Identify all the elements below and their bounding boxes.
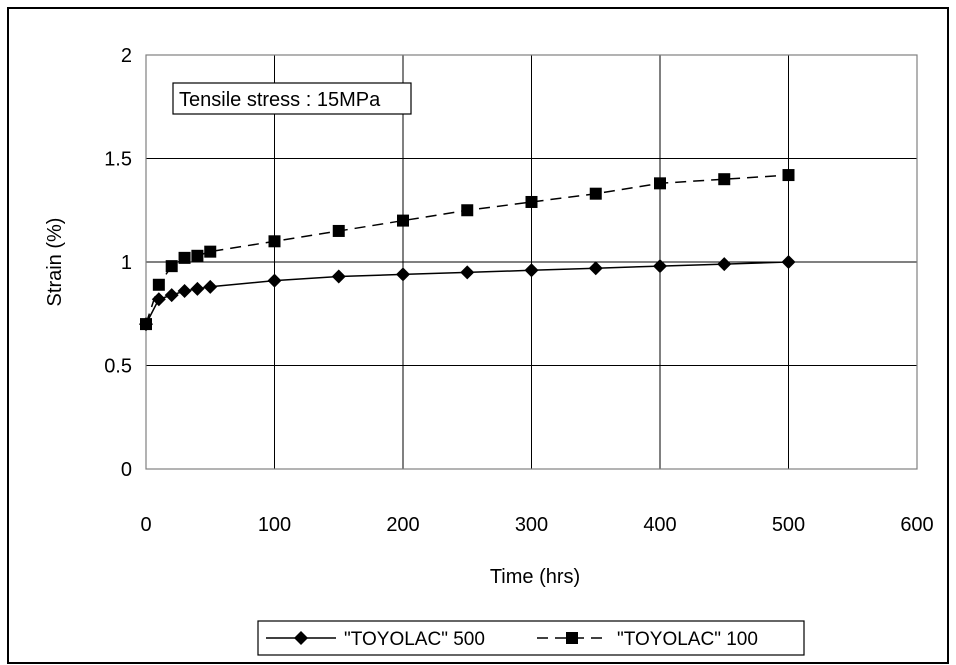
data-point-diamond: [151, 292, 166, 307]
data-point-diamond: [460, 265, 475, 280]
legend: "TOYOLAC" 500 "TOYOLAC" 100: [257, 620, 805, 656]
x-tick-label: 600: [900, 514, 933, 536]
data-point-square: [654, 177, 666, 190]
data-point-diamond: [331, 269, 346, 284]
y-tick-label: 0: [121, 459, 132, 481]
x-tick-label: 0: [140, 514, 151, 536]
data-point-square: [589, 187, 602, 200]
data-point-diamond: [396, 267, 410, 282]
data-point-square: [165, 260, 178, 273]
data-point-square: [461, 204, 474, 217]
y-axis-label: Strain (%): [44, 218, 66, 307]
data-point-square: [140, 318, 152, 331]
annotation-text: Tensile stress : 15MPa: [179, 89, 381, 111]
data-point-square: [782, 169, 795, 182]
x-tick-label: 300: [515, 514, 548, 536]
plot-border: [145, 54, 918, 470]
data-point-square: [204, 245, 217, 258]
data-point-square: [332, 224, 345, 237]
data-point-diamond: [203, 279, 218, 294]
x-tick-label: 400: [643, 514, 676, 536]
data-point-square: [718, 173, 731, 186]
data-point-diamond: [190, 281, 205, 296]
annotation-frame: [172, 82, 412, 115]
legend-marker-square: [566, 632, 578, 644]
legend-label-toyolac-500: "TOYOLAC" 500: [344, 629, 485, 650]
legend-frame: [257, 620, 805, 656]
data-point-diamond: [653, 259, 667, 274]
x-axis-label: Time (hrs): [490, 566, 580, 588]
y-tick-labels: 0 0.5 1 1.5 2: [104, 45, 132, 481]
legend-marker-diamond: [294, 631, 308, 645]
data-point-diamond: [267, 273, 282, 288]
data-point-square: [268, 235, 281, 248]
x-tick-label: 200: [386, 514, 419, 536]
data-point-diamond: [524, 263, 539, 278]
y-tick-label: 1: [121, 252, 132, 274]
y-tick-label: 0.5: [104, 356, 132, 378]
data-point-square: [525, 195, 538, 208]
series-toyolac-100: [140, 169, 795, 331]
annotation-box: Tensile stress : 15MPa: [172, 82, 412, 115]
y-tick-label: 2: [121, 45, 132, 67]
series-layer: [139, 169, 796, 332]
legend-label-toyolac-100: "TOYOLAC" 100: [617, 629, 758, 650]
y-tick-label: 1.5: [104, 149, 132, 171]
data-point-diamond: [588, 261, 603, 276]
x-tick-label: 500: [772, 514, 805, 536]
x-tick-label: 100: [258, 514, 291, 536]
x-tick-labels: 0 100 200 300 400 500 600: [140, 514, 933, 536]
data-point-diamond: [177, 283, 192, 298]
data-point-diamond: [164, 288, 179, 303]
data-point-square: [397, 214, 409, 227]
data-point-diamond: [781, 255, 796, 269]
data-point-square: [178, 251, 191, 264]
data-point-diamond: [717, 257, 732, 272]
series-toyolac-500: [139, 255, 796, 332]
data-point-square: [152, 278, 165, 291]
data-point-square: [191, 249, 204, 262]
